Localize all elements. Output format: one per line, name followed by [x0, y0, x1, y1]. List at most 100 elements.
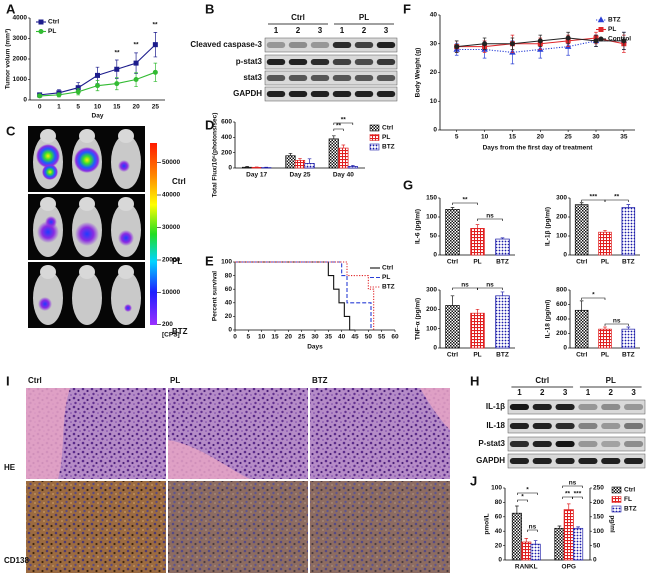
y-tick-label: 80 [225, 272, 233, 279]
panel-label: A [6, 1, 16, 16]
colorbar-label: 20000 [162, 257, 180, 264]
marker [152, 69, 158, 75]
colorbar-label: 40000 [162, 192, 180, 199]
x-tick-label: PL [473, 352, 481, 359]
bar [470, 228, 485, 256]
bar [242, 166, 253, 169]
legend-marker [597, 16, 605, 23]
blot-band [266, 42, 286, 48]
legend-label: BTZ [382, 284, 395, 291]
lane-label: 3 [384, 26, 389, 35]
colorbar-label: 30000 [162, 224, 180, 231]
y-tick-label: 2000 [13, 56, 28, 63]
blot-band [601, 441, 621, 447]
bar [338, 147, 349, 169]
lane-label: 2 [540, 388, 545, 397]
y-tick-label: 200 [426, 306, 437, 313]
x-tick-label: 30 [592, 134, 600, 141]
marker [537, 38, 543, 44]
x-tick-label: 5 [76, 104, 80, 111]
blot-band [555, 441, 575, 447]
y-tick-label: 40 [225, 300, 233, 307]
x-tick-label: 15 [509, 134, 517, 141]
lane-label: 3 [631, 388, 636, 397]
blot-band [623, 441, 644, 447]
x-tick-label: 35 [620, 134, 628, 141]
x-tick-label: 50 [365, 334, 373, 341]
error-bar [557, 525, 562, 529]
bar [445, 209, 460, 256]
x-axis-label: Days from the first day of treatment [483, 145, 594, 152]
series-line [235, 261, 372, 330]
lane-label: 1 [517, 388, 522, 397]
blot-band [532, 458, 552, 464]
x-tick-label: 1 [57, 104, 61, 111]
blot-strip [507, 436, 646, 452]
row-label: IL-18 [486, 421, 505, 430]
sig-bracket [604, 323, 629, 326]
bar [530, 543, 541, 561]
bar [251, 167, 262, 169]
sig-bracket [517, 499, 528, 502]
blot-band [555, 423, 575, 429]
blot-band [288, 91, 308, 97]
bar [621, 207, 636, 256]
blot-band [288, 59, 308, 65]
y-tick-label: 200 [221, 149, 232, 156]
y-tick-label: 20 [495, 542, 503, 549]
error-bar [475, 224, 480, 229]
error-bar [298, 158, 302, 161]
annotation: ** [614, 194, 620, 201]
x-tick-label: 30 [311, 334, 319, 341]
signal [38, 297, 52, 311]
blot-band [509, 404, 530, 410]
lane-label: 1 [586, 388, 591, 397]
bar [285, 155, 296, 169]
y-tick-label: 150 [426, 195, 437, 202]
row-label: Ctrl [172, 177, 186, 186]
blot-band [601, 458, 621, 464]
sig-bracket [604, 199, 629, 202]
blot-band [288, 75, 308, 81]
y-tick-label: 100 [556, 233, 567, 240]
marker [114, 66, 120, 72]
y-axis-label: Tumor volum (mm³) [5, 29, 12, 90]
panel-label: J [470, 473, 477, 488]
tissue-region [420, 388, 450, 430]
bar [621, 328, 636, 349]
row-label: HE [4, 463, 16, 472]
colorbar-label: 10000 [162, 289, 180, 296]
sig-bracket [333, 122, 354, 125]
column-label: BTZ [312, 376, 328, 385]
lane-label: 2 [296, 26, 301, 35]
row-label: p-stat3 [236, 57, 263, 66]
y-tick-label: 30 [430, 40, 438, 47]
x-tick-label: Day 17 [246, 172, 267, 179]
blot-band [266, 91, 286, 97]
y-tick-label: 40 [495, 528, 503, 535]
panel-label: G [403, 177, 413, 192]
mouse-head [79, 197, 95, 211]
legend-marker [38, 19, 44, 25]
x-tick-label: PL [473, 259, 481, 266]
blot-band [532, 404, 552, 410]
legend-swatch [369, 134, 380, 141]
x-tick-label: Ctrl [576, 259, 587, 266]
error-bar [450, 207, 455, 210]
sig-bracket [477, 218, 503, 221]
blot-strip [264, 37, 398, 53]
y-axis-label: Body Weight (g) [415, 48, 422, 98]
error-bar [579, 202, 584, 205]
y-tick-label: 100 [426, 214, 437, 221]
x-tick-label: 15 [271, 334, 279, 341]
bar [304, 163, 315, 169]
blot-band [266, 59, 286, 65]
y-tick-label: 600 [221, 119, 232, 126]
blot-band [555, 458, 575, 464]
annotation: ns [569, 480, 577, 487]
panel-label: I [6, 373, 10, 388]
sig-bracket [527, 529, 538, 532]
row-label: P-stat3 [478, 439, 505, 448]
x-tick-label: 5 [455, 134, 459, 141]
